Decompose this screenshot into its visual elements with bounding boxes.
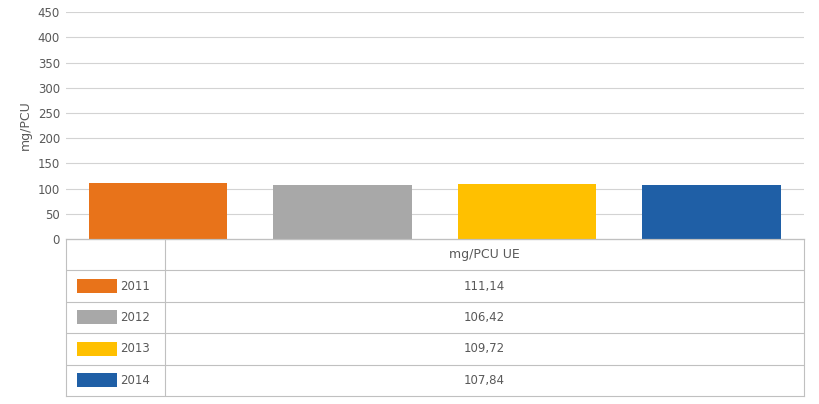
Bar [77, 373, 116, 387]
Bar [273, 185, 411, 239]
Bar [77, 342, 116, 356]
Text: 2013: 2013 [120, 342, 149, 355]
Text: 106,42: 106,42 [464, 311, 505, 324]
Text: 109,72: 109,72 [464, 342, 505, 355]
Bar [457, 183, 595, 239]
Bar [641, 185, 780, 239]
Text: 2014: 2014 [120, 374, 150, 387]
Text: mg/PCU UE: mg/PCU UE [449, 248, 519, 261]
Y-axis label: mg/PCU: mg/PCU [19, 101, 32, 150]
Text: 2012: 2012 [120, 311, 150, 324]
Text: 2011: 2011 [120, 280, 150, 292]
Bar [88, 183, 227, 239]
Text: 111,14: 111,14 [464, 280, 505, 292]
Bar [77, 279, 116, 293]
Text: 107,84: 107,84 [464, 374, 505, 387]
Bar [77, 310, 116, 324]
